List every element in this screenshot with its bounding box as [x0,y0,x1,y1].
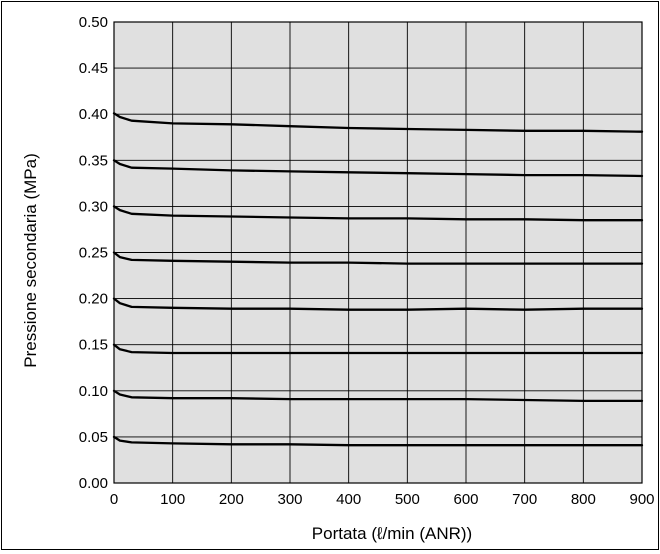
x-axis-label: Portata (ℓ/min (ANR)) [312,524,472,543]
x-tick-label: 300 [277,491,302,508]
y-tick-label: 0.20 [79,291,108,308]
x-tick-label: 600 [453,491,478,508]
x-tick-labels: 0 100 200 300 400 500 600 700 800 900 [110,491,655,508]
y-axis-label: Pressione secondaria (MPa) [21,153,40,367]
y-tick-label: 0.35 [79,152,108,169]
x-tick-label: 500 [395,491,420,508]
x-tick-label: 200 [219,491,244,508]
x-tick-label: 0 [110,491,118,508]
x-tick-label: 400 [336,491,361,508]
y-tick-label: 0.15 [79,337,108,354]
y-tick-label: 0.10 [79,383,108,400]
x-tick-label: 800 [571,491,596,508]
y-tick-label: 0.00 [79,475,108,492]
y-tick-label: 0.05 [79,429,108,446]
y-tick-label: 0.45 [79,60,108,77]
y-tick-label: 0.40 [79,106,108,123]
x-tick-label: 700 [512,491,537,508]
y-tick-label: 0.25 [79,245,108,262]
y-tick-label: 0.30 [79,198,108,215]
y-tick-labels: 0.00 0.05 0.10 0.15 0.20 0.25 0.30 0.35 0.40 0.45… [79,14,108,492]
x-tick-label: 100 [160,491,185,508]
y-tick-label: 0.50 [79,14,108,31]
x-tick-label: 900 [629,491,654,508]
